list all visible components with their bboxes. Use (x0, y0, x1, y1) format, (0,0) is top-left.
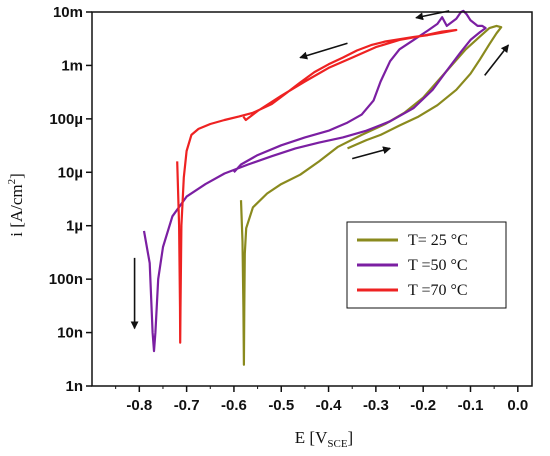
series-layer (142, 9, 503, 366)
y-tick-label: 100n (49, 271, 83, 288)
direction-arrow (484, 44, 509, 76)
series-line-1 (142, 9, 487, 353)
x-axis-title: E [VSCE] (295, 428, 353, 450)
x-tick-label: 0.0 (507, 397, 528, 414)
y-axis-title: i [A/cm2] (6, 173, 26, 237)
legend-label-70: T =70 °C (408, 282, 468, 299)
x-tick-label: -0.5 (268, 397, 294, 414)
x-tick-label: -0.7 (174, 397, 200, 414)
legend-label-50: T =50 °C (408, 257, 468, 274)
direction-arrow (299, 42, 348, 60)
y-tick-label: 100µ (49, 111, 83, 128)
legend: T= 25 °C T =50 °C T =70 °C (346, 221, 507, 309)
y-tick-label: 10n (57, 325, 83, 342)
y-tick-label: 1µ (66, 218, 83, 235)
y-tick-label: 1n (65, 378, 83, 395)
x-tick-label: -0.3 (363, 397, 389, 414)
y-tick-label: 10m (53, 4, 83, 21)
y-axis: 1n 10n 100n 1µ 10µ 100µ 1m 10m (49, 4, 92, 395)
y-tick-label: 10µ (58, 164, 83, 181)
x-tick-label: -0.4 (316, 397, 343, 414)
y-tick-label: 1m (61, 57, 83, 74)
x-axis: -0.8 -0.7 -0.6 -0.5 -0.4 -0.3 -0.2 -0.1 0.0 (115, 386, 528, 414)
series-line-0 (239, 24, 503, 366)
x-tick-label: -0.8 (126, 397, 152, 414)
x-tick-label: -0.6 (221, 397, 247, 414)
x-tick-label: -0.1 (458, 397, 484, 414)
plot-frame (91, 11, 533, 387)
x-tick-label: -0.2 (410, 397, 436, 414)
series-line-2 (176, 28, 458, 344)
legend-label-25: T= 25 °C (408, 232, 468, 249)
direction-arrow (352, 146, 392, 160)
